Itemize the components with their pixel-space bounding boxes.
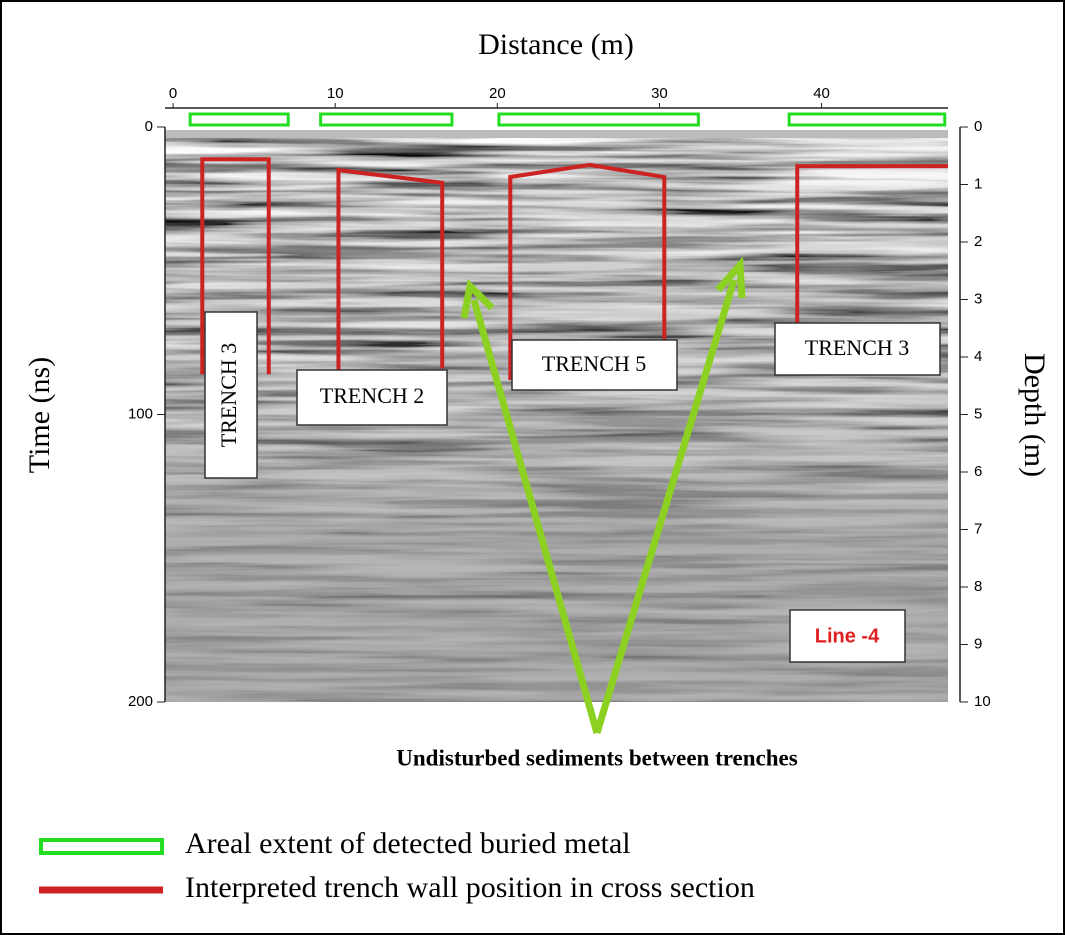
x-tick-label: 10 bbox=[327, 85, 344, 102]
y-tick-label: 100 bbox=[128, 405, 153, 422]
trench-label: TRENCH 3 bbox=[216, 343, 241, 448]
annotation: Undisturbed sediments between trenches bbox=[396, 745, 797, 770]
y2-tick-label: 6 bbox=[974, 463, 982, 480]
y2-tick-label: 7 bbox=[974, 520, 982, 537]
y-tick-label: 0 bbox=[145, 118, 153, 135]
y2-tick-label: 0 bbox=[974, 118, 982, 135]
surface-band bbox=[165, 130, 948, 138]
trench-label: TRENCH 2 bbox=[320, 383, 425, 408]
y2-tick-label: 2 bbox=[974, 233, 982, 250]
x-axis-title: Distance (m) bbox=[478, 28, 634, 61]
figure: Distance (m) Time (ns) Depth (m) Undistu… bbox=[0, 0, 1065, 935]
legend-label: Interpreted trench wall position in cros… bbox=[185, 871, 755, 904]
trench-label: TRENCH 5 bbox=[542, 351, 647, 376]
x-tick-label: 0 bbox=[169, 85, 177, 102]
y2-tick-label: 3 bbox=[974, 290, 982, 307]
y2-tick-label: 8 bbox=[974, 578, 982, 595]
y-axis-title: Time (ns) bbox=[23, 357, 56, 473]
y2-axis-title: Depth (m) bbox=[1018, 353, 1051, 477]
x-tick-label: 40 bbox=[813, 85, 830, 102]
y2-tick-label: 9 bbox=[974, 635, 982, 652]
y2-tick-label: 5 bbox=[974, 405, 982, 422]
y-tick-label: 200 bbox=[128, 693, 153, 710]
y2-tick-label: 1 bbox=[974, 175, 982, 192]
line-label: Line -4 bbox=[815, 625, 880, 647]
trench-label: TRENCH 3 bbox=[805, 335, 910, 360]
x-tick-label: 20 bbox=[489, 85, 506, 102]
y2-tick-label: 4 bbox=[974, 348, 982, 365]
y2-tick-label: 10 bbox=[974, 693, 991, 710]
x-tick-label: 30 bbox=[651, 85, 668, 102]
legend-label: Areal extent of detected buried metal bbox=[185, 827, 631, 860]
